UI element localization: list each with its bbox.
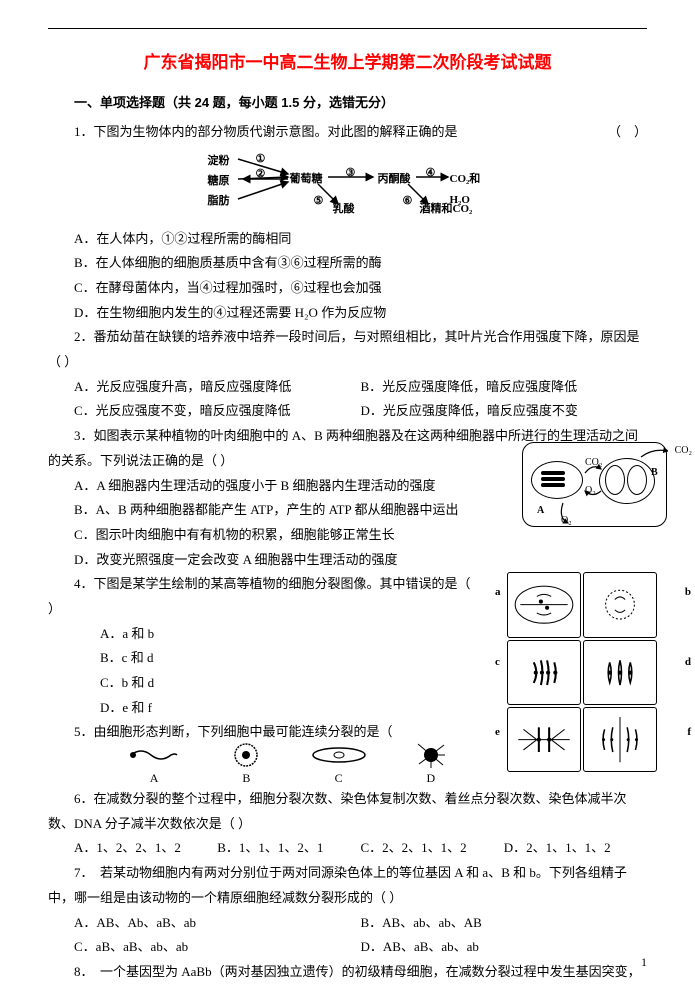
- top-rule: [48, 28, 647, 29]
- q3d-CO2a: CO₂: [585, 453, 602, 472]
- q1-diagram: 淀粉 糖原 脂肪 葡萄糖 丙酮酸 CO₂和H₂O 乳酸 酒精和CO₂ ① ② ③…: [198, 149, 498, 219]
- q4-block: 4．下图是某学生绘制的某高等植物的细胞分裂图像。其中错误的是（ ） A．a 和 …: [48, 572, 647, 787]
- q5-C-label: C: [335, 771, 343, 785]
- q1-stem-row: 1．下图为生物体内的部分物质代谢示意图。对此图的解释正确的是 （ ）: [48, 120, 647, 145]
- q5-figA: A: [108, 743, 200, 790]
- section1-head: 一、单项选择题（共 24 题，每小题 1.5 分，选错无分）: [48, 91, 647, 116]
- q3d-A: A: [537, 501, 544, 520]
- q7-row1: A．AB、Ab、aB、ab B．AB、ab、ab、AB: [48, 911, 647, 936]
- q6-stem: 6．在减数分裂的整个过程中，细胞分裂次数、染色体复制次数、着丝点分裂次数、染色体…: [48, 787, 647, 836]
- q6-C: C．2、2、1、1、2: [361, 836, 504, 861]
- exam-title: 广东省揭阳市一中高二生物上学期第二次阶段考试试题: [48, 47, 647, 79]
- q7-stem: 7． 若某动物细胞内有两对分别位于两对同源染色体上的等位基因 A 和 a、B 和…: [48, 861, 647, 910]
- q3d-CO2b: CO₂: [675, 441, 692, 460]
- q4-lb: b: [685, 582, 691, 603]
- q3d-O2a: O₂: [585, 481, 596, 500]
- d1-df: 淀粉: [208, 151, 230, 172]
- q4-le: e: [495, 722, 500, 743]
- q1-A: A．在人体内，①②过程所需的酶相同: [48, 227, 647, 252]
- q7-row2: C．aB、aB、ab、ab D．AB、aB、ab、ab: [48, 935, 647, 960]
- q6-B: B．1、1、1、2、1: [217, 836, 360, 861]
- q3-block: 3．如图表示某种植物的叶肉细胞中的 A、B 两种细胞器及在这两种细胞器中所进行的…: [48, 424, 647, 572]
- d1-n5: ⑤: [314, 191, 324, 212]
- q1-stem: 1．下图为生物体内的部分物质代谢示意图。对此图的解释正确的是: [48, 120, 608, 145]
- d1-n3: ③: [346, 163, 356, 184]
- q8-stem: 8． 一个基因型为 AaBb（两对基因独立遗传）的初级精母细胞，在减数分裂过程中…: [48, 960, 647, 985]
- page-number: 1: [641, 951, 647, 974]
- q5-A-label: A: [150, 771, 159, 785]
- q4-ld: d: [685, 652, 691, 673]
- q1-C: C．在酵母菌体内，当④过程加强时，⑥过程也会加强: [48, 276, 647, 301]
- q4-la: a: [495, 582, 501, 603]
- q3-diagram: A B O₂ O₂ CO₂ CO₂: [522, 442, 667, 527]
- q7-D: D．AB、aB、ab、ab: [361, 935, 648, 960]
- q4-diagram: a b c d e f: [507, 572, 677, 782]
- q3d-B: B: [651, 463, 658, 482]
- q1-blank: （ ）: [608, 120, 647, 145]
- q2-row2: C．光反应强度不变，暗反应强度降低 D．光反应强度降低，暗反应强度不变: [48, 399, 647, 424]
- q6-A: A．1、2、2、1、2: [74, 836, 217, 861]
- q2-B: B．光反应强度降低，暗反应强度降低: [361, 375, 648, 400]
- q6-D: D．2、1、1、1、2: [504, 836, 647, 861]
- d1-rs: 乳酸: [333, 199, 355, 220]
- q4-lc: c: [495, 652, 500, 673]
- q7-C: C．aB、aB、ab、ab: [74, 935, 361, 960]
- d1-bts: 丙酮酸: [378, 169, 411, 190]
- q6-opts: A．1、2、2、1、2 B．1、1、1、2、1 C．2、2、1、1、2 D．2、…: [48, 836, 647, 861]
- q3d-O2b: O₂: [561, 511, 572, 530]
- q7-B: B．AB、ab、ab、AB: [361, 911, 648, 936]
- q5-stem: 5．由细胞形态判断，下列细胞中最可能连续分裂的是（: [48, 720, 393, 745]
- q5-D-label: D: [427, 771, 436, 785]
- q1-B: B．在人体细胞的细胞质基质中含有③⑥过程所需的酶: [48, 251, 647, 276]
- q7-A: A．AB、Ab、aB、ab: [74, 911, 361, 936]
- q5-figD: D: [385, 743, 477, 790]
- d1-jj: 酒精和CO₂: [420, 199, 473, 220]
- d1-zf: 脂肪: [208, 191, 230, 212]
- q4-lf: f: [687, 722, 691, 743]
- q2-stem: 2．番茄幼苗在缺镁的培养液中培养一段时间后，与对照组相比，其叶片光合作用强度下降…: [48, 325, 647, 374]
- d1-n2: ②: [256, 164, 266, 185]
- d1-ptt: 葡萄糖: [290, 169, 323, 190]
- d1-n6: ⑥: [403, 191, 413, 212]
- q2-C: C．光反应强度不变，暗反应强度降低: [74, 399, 361, 424]
- q2-D: D．光反应强度降低，暗反应强度不变: [361, 399, 648, 424]
- q5-figB: B: [200, 743, 292, 790]
- q5-B-label: B: [242, 771, 250, 785]
- q5-figC: C: [293, 743, 385, 790]
- d1-n4: ④: [426, 163, 436, 184]
- q2-A: A．光反应强度升高，暗反应强度降低: [74, 375, 361, 400]
- d1-ty: 糖原: [208, 171, 230, 192]
- q2-row1: A．光反应强度升高，暗反应强度降低 B．光反应强度降低，暗反应强度降低: [48, 375, 647, 400]
- q3-D: D．改变光照强度一定会改变 A 细胞器中生理活动的强度: [48, 548, 647, 573]
- q1-D: D．在生物细胞内发生的④过程还需要 H₂O 作为反应物: [48, 301, 647, 326]
